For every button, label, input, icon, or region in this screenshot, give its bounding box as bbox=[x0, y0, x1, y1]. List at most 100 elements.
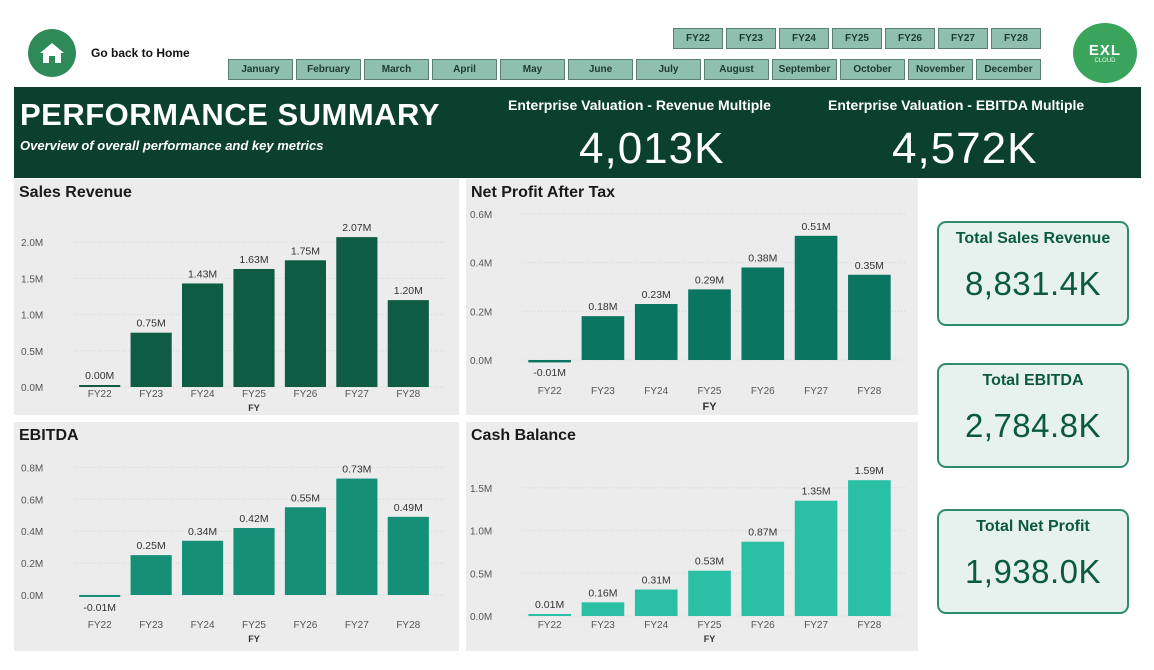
total-ebitda-card: Total EBITDA 2,784.8K bbox=[937, 363, 1129, 468]
x-axis-title: FY bbox=[704, 634, 716, 644]
bar bbox=[130, 555, 172, 595]
x-tick-label: FY25 bbox=[698, 620, 722, 631]
fy-chip[interactable]: FY25 bbox=[832, 28, 882, 49]
bar bbox=[79, 385, 121, 387]
bar bbox=[336, 237, 378, 387]
bar bbox=[848, 480, 891, 616]
y-tick-label: 0.4M bbox=[21, 527, 43, 538]
data-label: 1.43M bbox=[188, 268, 217, 280]
x-tick-label: FY27 bbox=[804, 386, 828, 397]
card-label: Total Net Profit bbox=[976, 518, 1090, 535]
x-tick-label: FY28 bbox=[396, 620, 420, 631]
month-chip[interactable]: October bbox=[840, 59, 905, 80]
data-label: 1.35M bbox=[801, 486, 830, 498]
fy-chip[interactable]: FY26 bbox=[885, 28, 935, 49]
home-icon bbox=[40, 43, 64, 63]
x-tick-label: FY23 bbox=[591, 620, 615, 631]
data-label: 1.59M bbox=[855, 465, 884, 477]
month-chip[interactable]: February bbox=[296, 59, 361, 80]
ev-revenue-multiple-value: 4,013K bbox=[579, 124, 725, 173]
card-value: 1,938.0K bbox=[964, 553, 1102, 590]
x-tick-label: FY25 bbox=[242, 389, 266, 400]
data-label: 0.49M bbox=[394, 502, 423, 514]
fy-chip[interactable]: FY28 bbox=[991, 28, 1041, 49]
fy-chip[interactable]: FY24 bbox=[779, 28, 829, 49]
fy-chip[interactable]: FY27 bbox=[938, 28, 988, 49]
chart-title: Sales Revenue bbox=[19, 184, 132, 201]
bar bbox=[79, 595, 121, 597]
x-tick-label: FY27 bbox=[345, 389, 369, 400]
chart-svg: 0.0M 0.2M 0.4M 0.6M -0.01M FY22 0.18M FY23 0.23M… bbox=[470, 210, 906, 413]
x-axis-title: FY bbox=[702, 401, 717, 413]
data-label: 0.38M bbox=[748, 252, 777, 264]
bar bbox=[741, 267, 785, 360]
card-value: 2,784.8K bbox=[964, 407, 1102, 444]
y-tick-label: 0.5M bbox=[21, 347, 43, 358]
net-profit-chart[interactable]: 0.0M 0.2M 0.4M 0.6M -0.01M FY22 0.18M FY23 0.23M… bbox=[466, 179, 918, 415]
data-label: 1.75M bbox=[291, 245, 320, 257]
bar bbox=[634, 589, 678, 616]
card-label: Total Sales Revenue bbox=[955, 230, 1111, 247]
ebitda-chart[interactable]: 0.0M 0.2M 0.4M 0.6M 0.8M -0.01M FY22 0.25M FY23 0… bbox=[14, 422, 459, 651]
bar bbox=[336, 478, 378, 595]
bar bbox=[794, 235, 838, 360]
data-label: 1.63M bbox=[239, 254, 268, 266]
bar bbox=[634, 303, 678, 360]
x-tick-label: FY22 bbox=[538, 386, 562, 397]
bar bbox=[528, 360, 571, 363]
chart-svg: 0.0M 0.5M 1.0M 1.5M 0.01M FY22 0.16M FY23 0.31M F… bbox=[470, 465, 906, 644]
chart-svg: 0.0M 0.2M 0.4M 0.6M 0.8M -0.01M FY22 0.25M FY23 0… bbox=[21, 463, 444, 644]
month-chip[interactable]: March bbox=[364, 59, 429, 80]
data-label: 0.34M bbox=[188, 526, 217, 538]
x-tick-label: FY28 bbox=[857, 386, 881, 397]
cash-balance-chart[interactable]: 0.0M 0.5M 1.0M 1.5M 0.01M FY22 0.16M FY23 0.31M F… bbox=[466, 422, 918, 651]
y-tick-label: 2.0M bbox=[21, 238, 43, 249]
y-tick-label: 1.5M bbox=[21, 274, 43, 285]
fy-chip[interactable]: FY22 bbox=[673, 28, 723, 49]
ev-ebitda-multiple-label: Enterprise Valuation - EBITDA Multiple bbox=[828, 97, 1085, 113]
x-tick-label: FY27 bbox=[804, 620, 828, 631]
x-tick-label: FY28 bbox=[857, 620, 881, 631]
bar bbox=[581, 602, 625, 616]
bar bbox=[741, 541, 785, 616]
month-chip[interactable]: April bbox=[432, 59, 497, 80]
month-chip[interactable]: December bbox=[976, 59, 1041, 80]
x-axis-title: FY bbox=[248, 634, 260, 644]
chart-title: Net Profit After Tax bbox=[471, 184, 616, 201]
month-chip[interactable]: January bbox=[228, 59, 293, 80]
x-tick-label: FY26 bbox=[293, 620, 317, 631]
page-subtitle: Overview of overall performance and key … bbox=[20, 138, 324, 153]
y-tick-label: 1.0M bbox=[21, 311, 43, 322]
logo-text: EXL bbox=[1088, 42, 1122, 59]
month-chip[interactable]: August bbox=[704, 59, 769, 80]
x-tick-label: FY22 bbox=[538, 620, 562, 631]
y-tick-label: 0.6M bbox=[470, 210, 492, 221]
data-label: 2.07M bbox=[342, 222, 371, 234]
x-tick-label: FY22 bbox=[88, 620, 112, 631]
bar bbox=[581, 316, 625, 360]
home-button[interactable] bbox=[28, 29, 76, 77]
bar bbox=[688, 289, 731, 360]
month-chip[interactable]: July bbox=[636, 59, 701, 80]
data-label: 0.53M bbox=[695, 556, 724, 568]
bar bbox=[528, 614, 571, 616]
y-tick-label: 1.5M bbox=[470, 484, 492, 495]
header-banner: PERFORMANCE SUMMARY Overview of overall … bbox=[14, 87, 1141, 178]
y-tick-label: 0.0M bbox=[470, 612, 492, 623]
home-link-label[interactable]: Go back to Home bbox=[91, 46, 190, 60]
bar bbox=[794, 500, 838, 616]
month-chip[interactable]: November bbox=[908, 59, 973, 80]
data-label: 0.31M bbox=[642, 575, 671, 587]
data-label: 0.51M bbox=[801, 221, 830, 233]
fy-chip[interactable]: FY23 bbox=[726, 28, 776, 49]
x-tick-label: FY26 bbox=[751, 620, 775, 631]
month-chip[interactable]: May bbox=[500, 59, 565, 80]
month-chip[interactable]: June bbox=[568, 59, 633, 80]
chart-title: Cash Balance bbox=[471, 427, 576, 444]
y-tick-label: 0.2M bbox=[21, 559, 43, 570]
sales-revenue-chart[interactable]: 0.0M 0.5M 1.0M 1.5M 2.0M 0.00M FY22 0.75M FY23 1.… bbox=[14, 179, 459, 415]
x-tick-label: FY22 bbox=[88, 389, 112, 400]
x-tick-label: FY26 bbox=[293, 389, 317, 400]
x-tick-label: FY24 bbox=[644, 620, 668, 631]
month-chip[interactable]: September bbox=[772, 59, 837, 80]
